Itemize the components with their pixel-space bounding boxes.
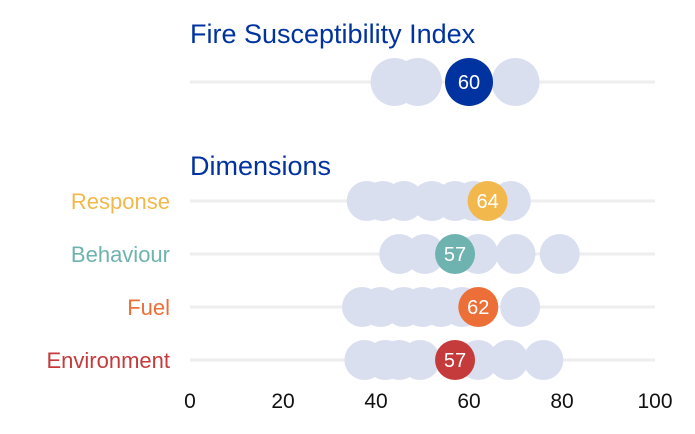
x-tick-label: 100 [637,390,672,413]
x-tick-label: 20 [271,390,294,413]
dimension-behaviour-category-label: Behaviour [71,242,170,267]
dimension-fuel-value-dot [458,287,499,327]
dimension-fuel-category-label: Fuel [127,295,170,320]
x-tick-label: 60 [457,390,480,413]
dimension-environment-value-dot [435,340,476,380]
background-dot [539,234,580,274]
dimension-behaviour-value-label: 57 [444,244,466,266]
background-dot [404,234,445,274]
background-dot [495,234,536,274]
dimension-fuel-row: 62 Fuel [127,287,655,327]
dimension-environment-row: 57 Environment [46,340,655,380]
dimension-environment-category-label: Environment [46,348,170,373]
dimension-behaviour-value-dot [435,234,476,274]
background-dot [400,340,441,380]
background-dot [523,340,564,380]
dimension-fuel-value-label: 62 [467,297,489,319]
dimension-environment-value-label: 57 [444,350,466,372]
background-dot [491,58,540,106]
x-tick-label: 80 [550,390,573,413]
x-tick-label: 40 [364,390,387,413]
background-dot [393,58,442,106]
section-title: Dimensions [190,151,331,181]
x-tick-label: 0 [184,390,196,413]
overall-value-dot [445,58,493,106]
dimension-response-value-label: 64 [476,191,498,213]
background-dot [500,287,541,327]
overall-row: 60 [190,58,655,106]
background-dot [383,181,424,221]
overall-title: Fire Susceptibility Index [190,19,476,49]
dimension-response-row: 64 Response [71,181,655,221]
dimension-response-value-dot [467,181,508,221]
dimension-behaviour-row: 57 Behaviour [71,234,655,274]
background-dot [488,340,529,380]
dimension-response-category-label: Response [71,189,170,214]
overall-value-label: 60 [458,72,480,94]
